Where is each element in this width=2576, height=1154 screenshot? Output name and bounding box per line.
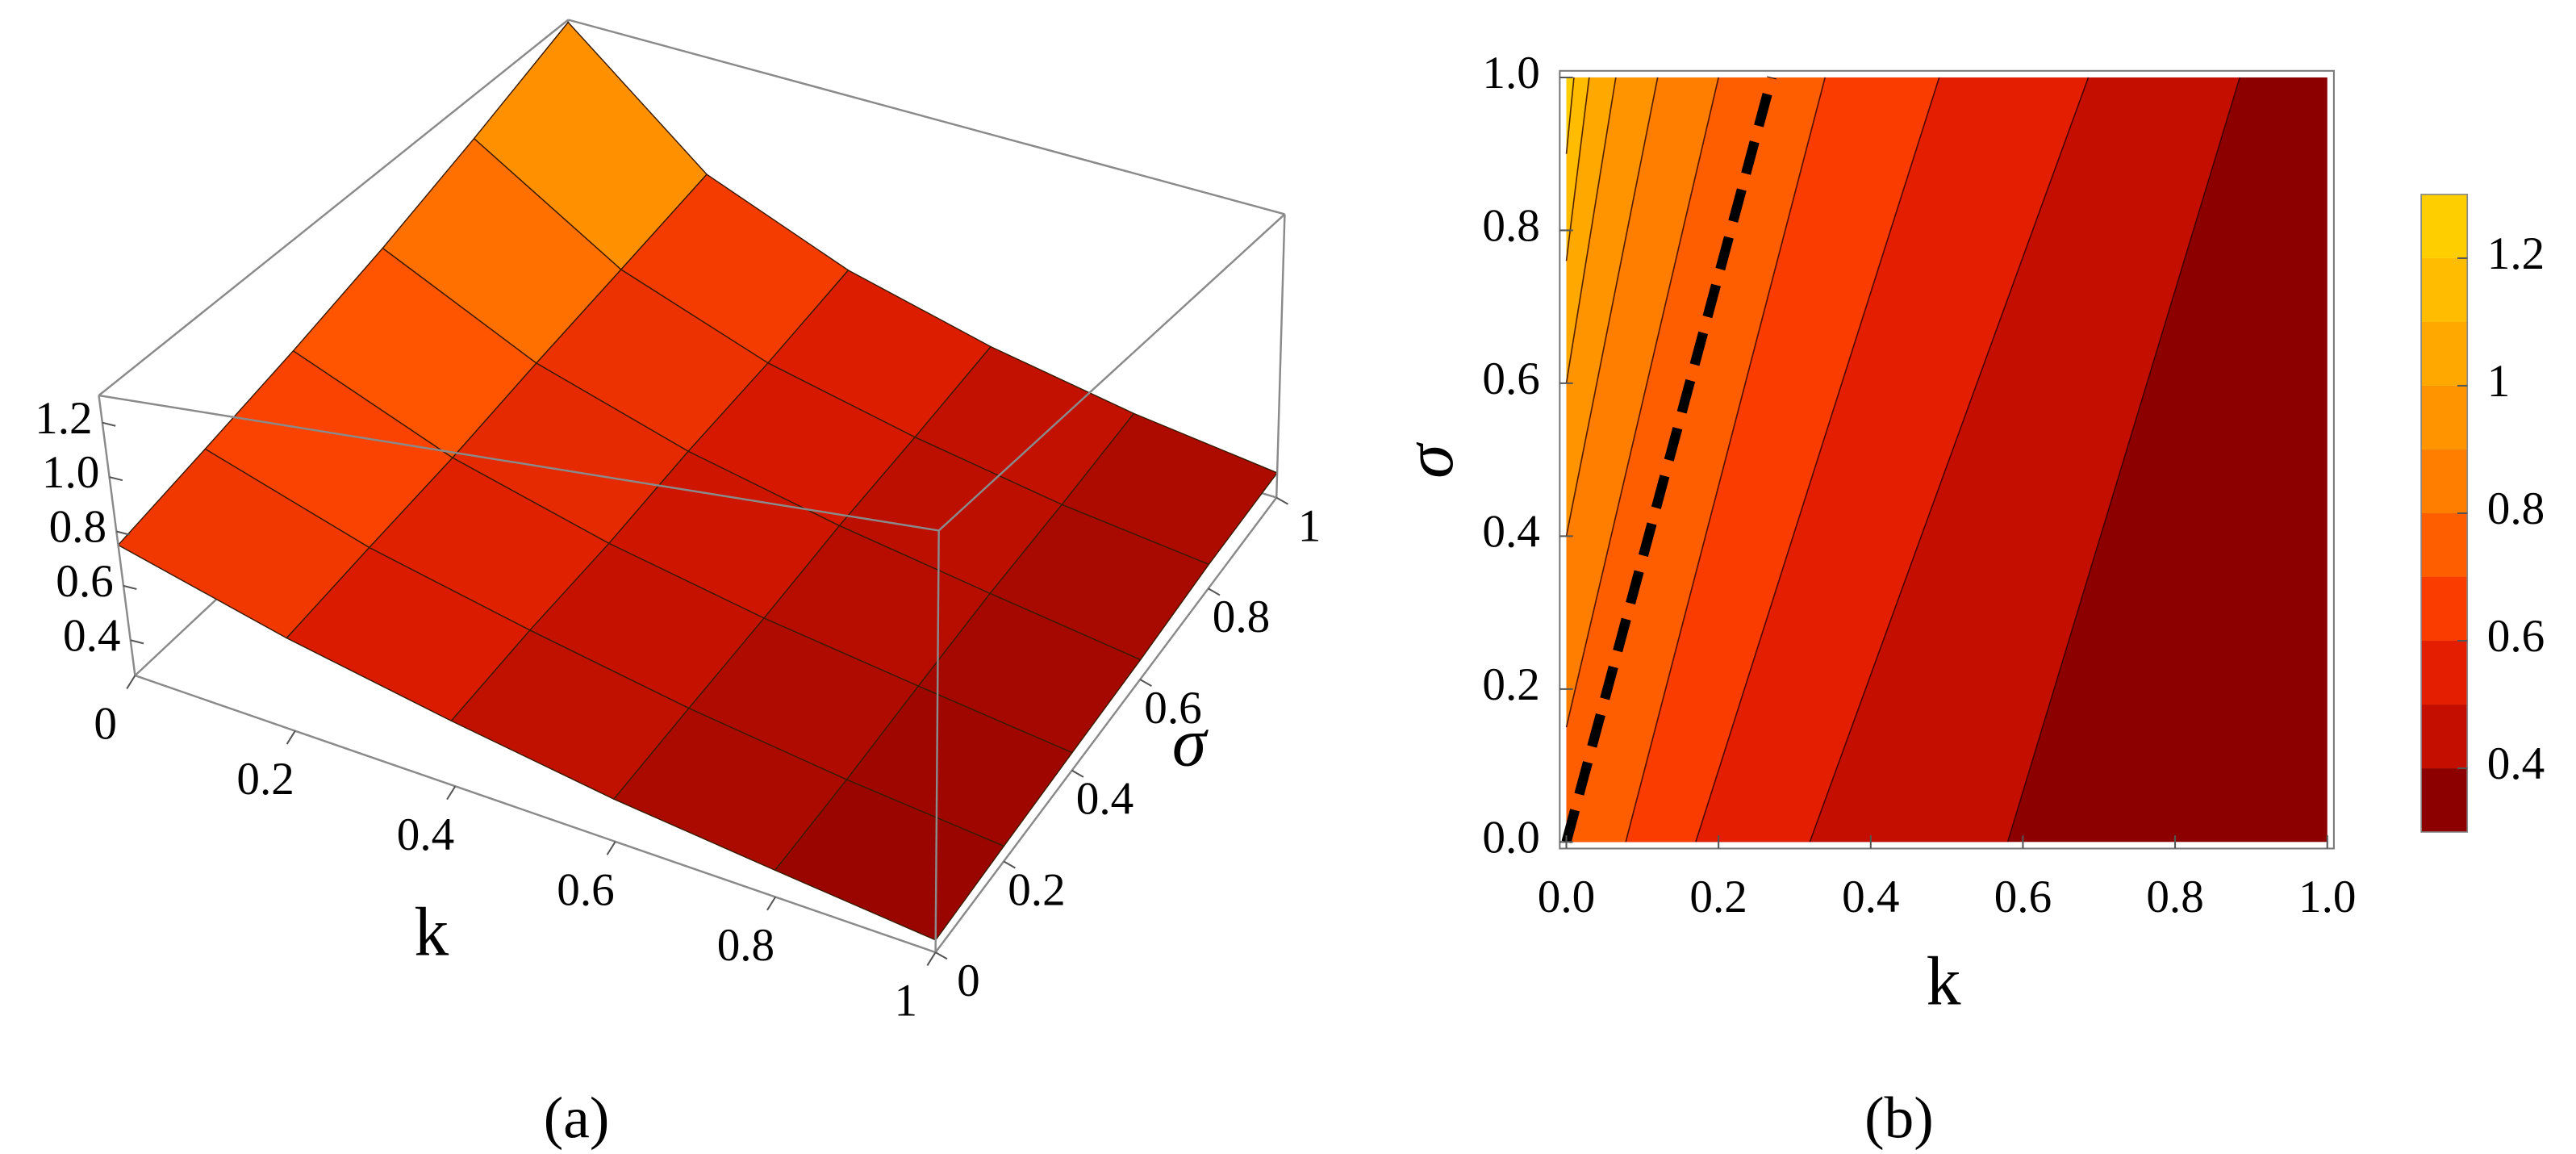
colorbar-tick-label: 1 [2487,356,2511,407]
panel-caption: (b) [1864,1085,1934,1150]
colorbar-band [2421,194,2468,258]
colorbar-band [2421,641,2468,705]
colorbar-band [2421,257,2468,322]
colorbar-band [2421,385,2468,449]
x-tick-label: 0.4 [397,809,454,860]
y-tick-label: 0.8 [1213,592,1270,642]
colorbar-band [2421,321,2468,386]
z-tick [116,530,130,536]
box-edge [1275,214,1286,498]
contour-line [1565,77,1659,537]
y-tick-label: 0.4 [1482,506,1539,557]
z-tick-label: 1.2 [35,393,92,444]
y-tick-label: 1 [1298,501,1321,552]
dashed-line [1561,76,1777,843]
y-tick [1139,679,1152,688]
y-tick-label: 0.6 [1482,353,1539,404]
y-tick [1003,860,1016,869]
x-axis-label: k [414,893,449,970]
panel-caption: (a) [544,1085,610,1150]
y-tick-label: 0.4 [1076,774,1134,825]
z-tick-label: 0.4 [63,610,120,661]
colorbar-band [2421,577,2468,642]
box-edge [98,394,939,532]
z-tick-label: 0.6 [56,556,113,607]
y-tick [1275,496,1289,505]
colorbar-band [2421,768,2468,833]
box-edge [135,674,937,954]
contour-line [1565,77,1719,728]
box-edge [98,19,570,396]
contour-region [1566,77,1658,843]
x-tick-label: 0.6 [1994,872,2052,922]
contour-line [1809,77,2090,843]
y-tick-label: 0.8 [1482,201,1539,252]
contour-region [1566,77,1616,843]
y-tick-label: 0 [957,955,980,1006]
contour-region [1566,77,1589,843]
contour-line [1695,77,1940,843]
x-tick-label: 0.8 [717,920,774,971]
x-tick [446,785,457,801]
z-tick [130,639,144,645]
box-edge [934,530,940,953]
x-axis-label: k [1927,943,1961,1020]
y-tick [1208,587,1221,596]
y-tick-label: 0.2 [1008,864,1065,915]
colorbar-tick-label: 0.8 [2487,483,2545,534]
box-edge [937,213,1286,532]
box-edge [568,19,1285,215]
x-tick-label: 0.2 [236,754,294,805]
y-tick-label: 0.0 [1482,812,1539,863]
y-tick [1071,769,1084,778]
x-tick [286,730,296,745]
box-edge [934,496,1278,953]
z-tick-label: 1.0 [42,447,99,498]
x-tick-label: 0 [94,699,117,750]
colorbar-tick-label: 1.2 [2487,228,2545,279]
x-tick [606,841,616,855]
x-tick-label: 0.4 [1842,872,1899,922]
surface-patch [774,779,1005,941]
colorbar-band [2421,512,2468,577]
x-tick [126,675,136,689]
x-tick-label: 0.0 [1538,872,1595,922]
contour-line [1625,77,1827,843]
y-tick [935,951,948,960]
z-tick [123,584,137,590]
plot-frame [1559,69,2335,850]
x-tick [766,896,777,911]
y-tick-label: 0.2 [1482,659,1539,710]
colorbar-band [2421,449,2468,513]
x-tick [926,951,937,966]
colorbar-tick-label: 0.6 [2487,611,2545,662]
contour-line [1565,77,1617,384]
contour-line [1565,77,1575,154]
x-tick-label: 1.0 [2298,872,2356,922]
contour-line [2006,77,2241,843]
x-tick-label: 0.6 [557,864,614,915]
colorbar-tick-label: 0.4 [2487,738,2545,789]
z-tick [109,476,123,482]
y-axis-label: σ [1172,705,1209,781]
z-tick [102,421,116,427]
z-tick-label: 0.8 [49,502,106,553]
x-tick-label: 1 [895,976,918,1026]
x-tick-label: 0.8 [2146,872,2203,922]
y-tick-label: 0.6 [1144,683,1201,734]
y-axis-label: σ [1391,442,1468,479]
y-tick-label: 1.0 [1482,48,1539,98]
x-tick-label: 0.2 [1689,872,1747,922]
colorbar-band [2421,705,2468,769]
box-edge [98,395,136,676]
